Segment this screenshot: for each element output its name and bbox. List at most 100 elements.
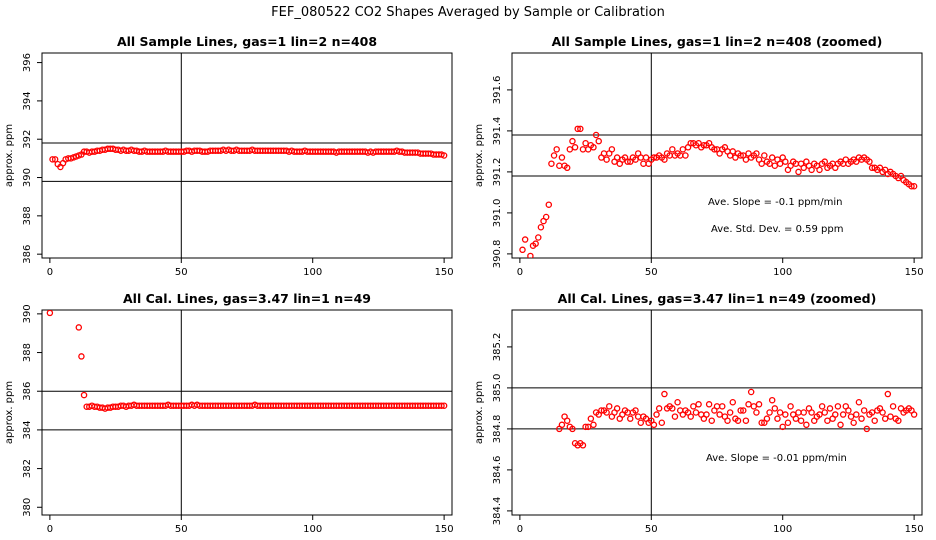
panel-cal-lines-zoomed: All Cal. Lines, gas=3.47 lin=1 n=49 (zoo… <box>474 291 924 535</box>
data-point <box>800 164 807 172</box>
data-point <box>603 409 610 416</box>
data-point <box>753 409 760 416</box>
y-axis-label: approx. ppm <box>4 381 15 444</box>
data-point <box>695 401 702 408</box>
data-point <box>808 409 815 416</box>
data-point <box>548 160 555 167</box>
data-point <box>768 154 776 161</box>
data-point <box>866 158 873 165</box>
panel-title: All Sample Lines, gas=1 lin=2 n=408 <box>117 34 377 49</box>
data-point <box>724 417 731 424</box>
data-point <box>608 146 616 153</box>
plot-frame <box>511 309 923 516</box>
data-point <box>737 152 744 159</box>
x-tick-label: 50 <box>645 524 658 535</box>
data-point <box>653 411 660 418</box>
data-point <box>527 252 534 258</box>
data-point <box>632 156 639 163</box>
data-point <box>766 409 773 416</box>
data-point <box>824 417 831 424</box>
data-point <box>579 442 587 449</box>
data-point <box>868 164 876 172</box>
data-point <box>587 415 595 422</box>
data-point <box>871 417 878 424</box>
data-point <box>669 146 676 153</box>
data-point <box>729 148 737 155</box>
data-point <box>758 160 765 167</box>
data-point <box>582 139 589 147</box>
data-point <box>750 403 758 410</box>
y-axis-label: approx. ppm <box>474 124 485 187</box>
data-point <box>737 407 744 414</box>
data-point <box>792 415 800 422</box>
data-point <box>692 409 700 416</box>
data-point <box>881 415 889 422</box>
data-point <box>640 160 647 167</box>
data-point <box>535 234 542 241</box>
data-point <box>679 146 687 153</box>
x-tick-label: 150 <box>435 524 454 535</box>
data-point <box>834 403 842 410</box>
y-tick-label: 384 <box>22 420 33 439</box>
y-tick-label: 396 <box>22 53 33 72</box>
data-points <box>49 145 448 171</box>
data-point <box>605 403 613 410</box>
data-point <box>637 154 645 161</box>
data-point <box>440 152 448 159</box>
y-tick-label: 388 <box>22 343 33 362</box>
data-point <box>569 425 576 433</box>
data-point <box>808 166 815 174</box>
data-point <box>563 417 571 424</box>
panel-sample-lines: All Sample Lines, gas=1 lin=2 n=408 0 50 10… <box>4 34 454 278</box>
data-point <box>855 398 863 406</box>
data-point <box>658 419 666 426</box>
data-point <box>650 421 658 429</box>
y-tick-label: 391.0 <box>492 199 503 228</box>
data-point <box>558 421 566 429</box>
data-point <box>858 415 865 422</box>
y-tick-label: 391.4 <box>492 117 503 146</box>
data-point <box>590 144 597 151</box>
data-point <box>853 411 860 418</box>
data-point <box>768 396 776 404</box>
data-point <box>440 402 448 409</box>
data-point <box>532 240 539 247</box>
data-point <box>771 405 779 412</box>
y-tick-label: 382 <box>22 459 33 478</box>
y-tick-label: 384.6 <box>492 456 503 485</box>
data-point <box>613 154 621 161</box>
x-tick-label: 100 <box>303 524 322 535</box>
y-tick-label: 384.4 <box>492 497 503 526</box>
y-tick-label: 391.2 <box>492 158 503 187</box>
y-axis-label: approx. ppm <box>4 124 15 187</box>
plot-frame <box>41 52 453 259</box>
y-tick-label: 384.8 <box>492 415 503 444</box>
plot-frame <box>41 309 453 516</box>
data-point <box>726 409 734 416</box>
y-tick-label: 388 <box>22 206 33 225</box>
y-tick-label: 386 <box>22 245 33 264</box>
data-point <box>708 417 715 424</box>
y-tick-label: 386 <box>22 382 33 401</box>
data-point <box>590 421 597 429</box>
panel-title: All Cal. Lines, gas=3.47 lin=1 n=49 (zoo… <box>558 291 877 306</box>
data-point <box>553 146 560 153</box>
data-points <box>556 388 918 449</box>
data-point <box>787 403 794 410</box>
data-point <box>603 156 610 163</box>
annotation-text: Ave. Slope = -0.01 ppm/min <box>706 453 847 464</box>
data-point <box>598 407 605 414</box>
data-point <box>821 409 829 416</box>
x-tick-label: 150 <box>905 524 924 535</box>
data-point <box>569 137 576 145</box>
data-point <box>595 137 602 145</box>
data-point <box>600 150 608 157</box>
data-point <box>816 411 823 418</box>
x-tick-label: 100 <box>773 524 792 535</box>
data-point <box>771 162 779 169</box>
data-point <box>637 419 645 426</box>
data-point <box>839 411 847 418</box>
x-tick-label: 100 <box>303 267 322 278</box>
data-point <box>687 413 694 420</box>
